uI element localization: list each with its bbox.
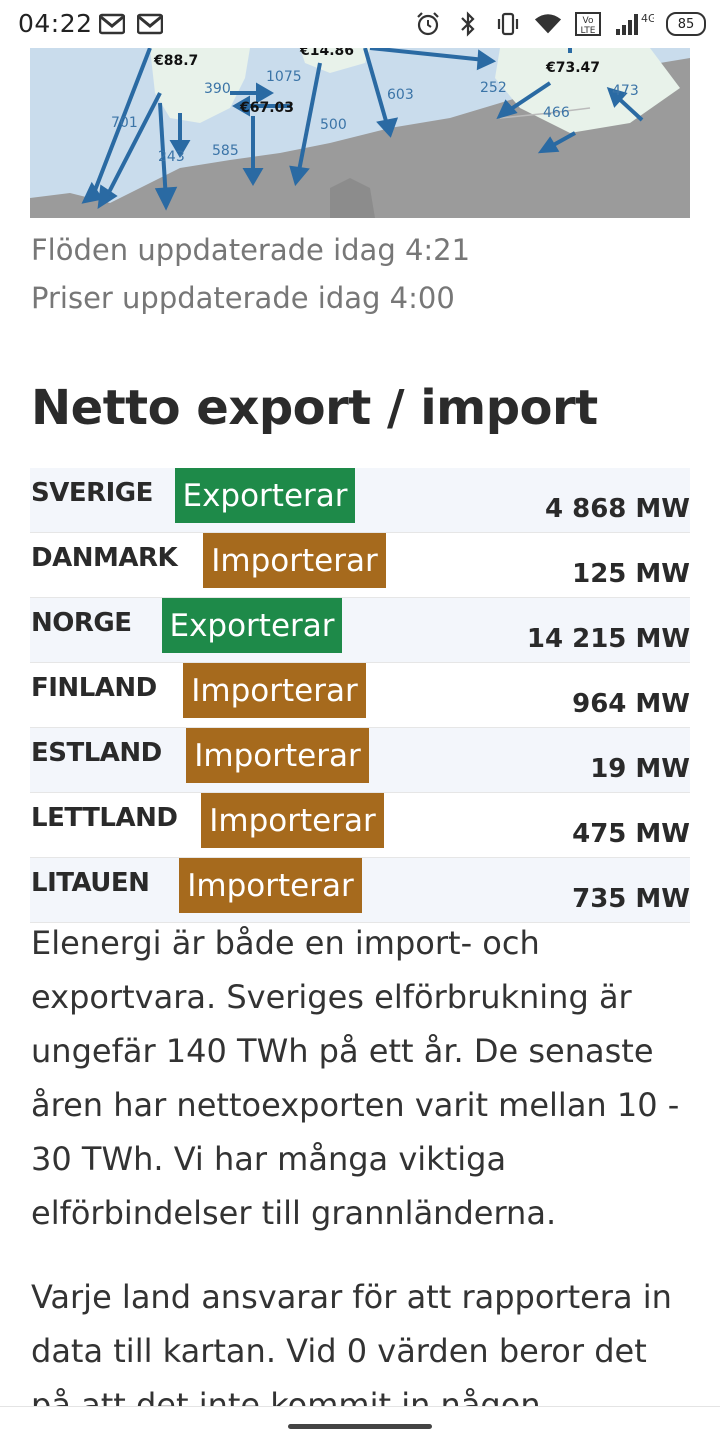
price-label: €67.03 [240,100,295,116]
status-badge: Importerar [186,728,369,783]
table-row: NORGE Exporterar 14 215 MW [30,598,690,663]
table-row: DANMARK Importerar 125 MW [30,533,690,598]
wifi-icon [534,10,562,38]
svg-text:4G: 4G [641,12,654,25]
net-value: 19 MW [590,754,690,784]
info-paragraph: Elenergi är både en import- och exportva… [31,924,680,1232]
volte-icon: Vo LTE [574,10,602,38]
price-label: €73.47 [546,60,601,76]
net-value: 125 MW [572,559,690,589]
price-label: €88.7 [154,53,199,69]
prices-updated-text: Priser uppdaterade idag 4:00 [31,281,455,315]
flow-label: 252 [480,80,507,96]
flow-label: 701 [111,115,138,131]
status-badge: Importerar [179,858,362,913]
flow-label: 466 [543,105,570,121]
bluetooth-icon [454,10,482,38]
status-badge: Exporterar [175,468,355,523]
country-name: FINLAND [31,673,157,703]
gmail-icon [98,10,126,38]
flow-label: 243 [158,149,185,165]
signal-icon: 4G [614,10,654,38]
table-row: FINLAND Importerar 964 MW [30,663,690,728]
info-paragraph: Varje land ansvarar för att rapportera i… [31,1278,672,1424]
section-title: Netto export / import [31,380,598,436]
table-row: LETTLAND Importerar 475 MW [30,793,690,858]
price-label: €14.86 [300,48,355,59]
country-name: SVERIGE [31,478,153,508]
flow-map[interactable]: €88.7 €14.86 €67.03 €73.47 390 1075 603 … [30,48,690,218]
country-name: DANMARK [31,543,178,573]
flow-label: 473 [612,83,639,99]
country-name: LETTLAND [31,803,178,833]
table-row: SVERIGE Exporterar 4 868 MW [30,468,690,533]
navigation-bar [0,1406,720,1441]
home-gesture-handle[interactable] [288,1424,432,1429]
net-value: 735 MW [572,884,690,914]
flows-updated-text: Flöden uppdaterade idag 4:21 [31,233,471,267]
svg-text:LTE: LTE [581,26,596,36]
status-time: 04:22 [18,9,93,38]
flow-label: 603 [387,87,414,103]
country-name: ESTLAND [31,738,162,768]
svg-text:Vo: Vo [583,16,594,26]
table-row: LITAUEN Importerar 735 MW [30,858,690,923]
net-value: 4 868 MW [544,494,690,524]
flow-label: 500 [320,117,347,133]
status-badge: Importerar [203,533,386,588]
battery-icon: 85 [666,12,706,36]
table-row: ESTLAND Importerar 19 MW [30,728,690,793]
net-export-import-table: SVERIGE Exporterar 4 868 MW DANMARK Impo… [30,468,690,923]
net-value: 475 MW [572,819,690,849]
status-bar: 04:22 Vo LTE 4G 85 [0,0,720,48]
country-name: NORGE [31,608,132,638]
country-name: LITAUEN [31,868,150,898]
net-value: 964 MW [572,689,690,719]
flow-label: 1075 [266,69,302,85]
flow-label: 585 [212,143,239,159]
flow-label: 390 [204,81,231,97]
status-badge: Importerar [183,663,366,718]
vibrate-icon [494,10,522,38]
status-badge: Exporterar [162,598,342,653]
net-value: 14 215 MW [526,624,690,654]
gmail-icon [136,10,164,38]
status-badge: Importerar [201,793,384,848]
map-graphic [30,48,690,218]
alarm-icon [414,10,442,38]
